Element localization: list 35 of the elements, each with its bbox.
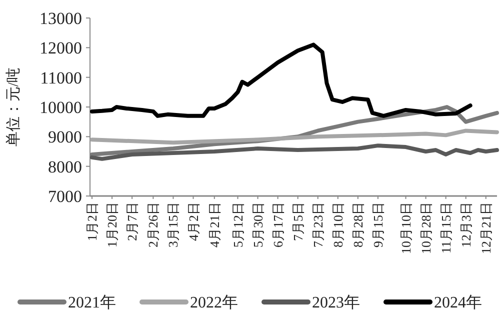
x-tick-label: 12月3日 [458, 202, 474, 248]
x-tick-label: 4月21日 [206, 202, 222, 248]
line-series [90, 144, 499, 161]
x-tick-label: 1月2日 [84, 202, 100, 241]
x-tick-label: 11月15日 [438, 202, 454, 254]
y-tick-label: 11000 [40, 68, 82, 88]
y-axis-title: 单位：元/吨 [5, 67, 22, 147]
x-tick-label: 10月10日 [398, 202, 414, 254]
x-tick-label: 8月10日 [330, 202, 346, 248]
x-tick-label: 6月17日 [270, 202, 286, 248]
legend-label: 2022年 [190, 294, 238, 312]
x-tick-label: 5月12日 [230, 202, 246, 248]
x-tick-label: 2月26日 [146, 202, 161, 248]
x-tick-label: 8月28日 [350, 202, 366, 248]
x-tick-label: 1月20日 [104, 202, 120, 248]
x-tick-label: 3月15日 [166, 202, 181, 248]
line-series [90, 42, 472, 118]
x-tick-label: 2月7日 [124, 202, 140, 241]
x-tick-label: 10月28日 [418, 202, 434, 254]
y-tick-label: 12000 [40, 38, 82, 58]
legend-label: 2024年 [434, 294, 482, 312]
x-tick-label: 5月30日 [250, 202, 266, 248]
x-tick-label: 9月15日 [370, 202, 386, 248]
y-tick-label: 7000 [48, 186, 82, 206]
legend-label: 2021年 [68, 294, 116, 312]
x-tick-label: 7月5日 [290, 202, 306, 241]
x-tick-label: 4月2日 [186, 202, 201, 241]
y-tick-label: 13000 [40, 8, 82, 28]
y-tick-label: 9000 [48, 128, 82, 147]
x-tick-label: 12月21日 [478, 202, 494, 254]
legend-label: 2023年 [312, 294, 360, 312]
y-tick-label: 8000 [48, 157, 82, 176]
y-tick-label: 10000 [40, 98, 82, 117]
line-series [90, 128, 499, 145]
x-tick-label: 7月23日 [310, 202, 326, 248]
